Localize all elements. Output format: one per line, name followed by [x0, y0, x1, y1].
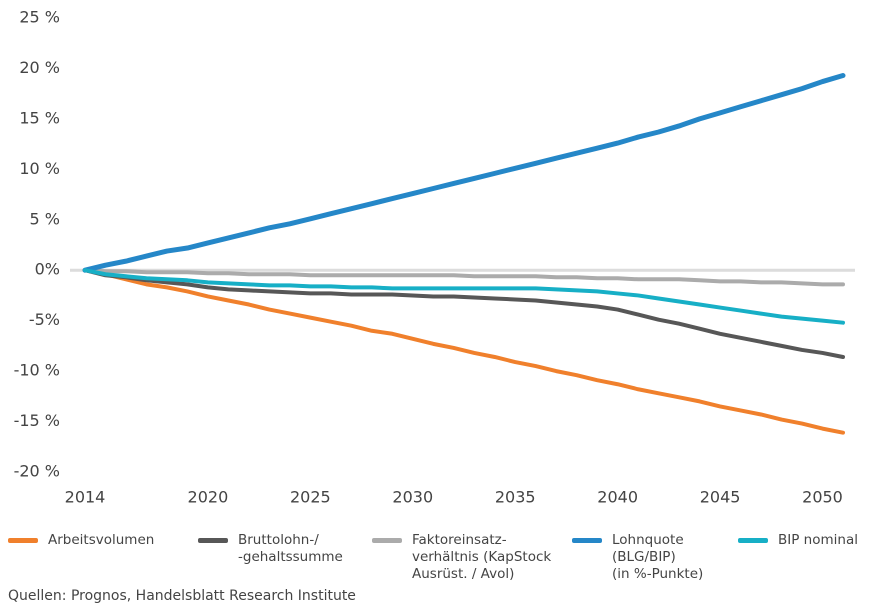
legend-label: Faktoreinsatz- verhältnis (KapStock Ausr… [412, 532, 552, 582]
legend-swatch [572, 538, 602, 543]
series-line [83, 268, 845, 287]
legend-label: BIP nominal [778, 532, 858, 548]
y-tick-label: 5 % [30, 209, 60, 228]
x-tick-label: 2035 [495, 488, 536, 507]
y-tick-label: 10 % [19, 159, 60, 178]
x-tick-label: 2030 [392, 488, 433, 507]
legend-swatch [8, 538, 38, 543]
x-tick-label: 2014 [65, 488, 106, 507]
x-tick-label: 2050 [802, 488, 843, 507]
y-tick-label: 0% [35, 260, 60, 279]
x-tick-label: 2025 [290, 488, 331, 507]
legend-label: Bruttolohn-/ -gehaltssumme [238, 532, 343, 565]
y-tick-label: 15 % [19, 108, 60, 127]
series-line [83, 268, 845, 435]
series-line [82, 73, 846, 273]
x-tick-label: 2045 [700, 488, 741, 507]
y-tick-label: -20 % [14, 462, 60, 481]
series-line [83, 268, 845, 359]
y-tick-label: -10 % [14, 361, 60, 380]
source: Quellen: Prognos, Handelsblatt Research … [8, 588, 356, 604]
x-tick-label: 2040 [597, 488, 638, 507]
legend-item: Lohnquote (BLG/BIP) (in %-Punkte) [572, 532, 703, 583]
legend-label: Lohnquote (BLG/BIP) (in %-Punkte) [612, 532, 704, 582]
y-tick-label: -5% [29, 310, 60, 329]
legend-item: Arbeitsvolumen [8, 532, 154, 549]
legend-item: Faktoreinsatz- verhältnis (KapStock Ausr… [372, 532, 551, 583]
y-tick-label: -15 % [14, 411, 60, 430]
x-tick-label: 2020 [188, 488, 229, 507]
y-tick-label: 25 % [19, 8, 60, 27]
y-tick-label: 20 % [19, 58, 60, 77]
legend-item: BIP nominal [738, 532, 858, 549]
series-line [83, 268, 845, 325]
legend-swatch [738, 538, 768, 543]
legend-label: Arbeitsvolumen [48, 532, 155, 548]
legend-swatch [198, 538, 228, 543]
legend-swatch [372, 538, 402, 543]
chart: 25 % 20 % 15 % 10 % 5 % 0% -5% -10 % -15 % -20 % 2… [14, 8, 855, 507]
legend-item: Bruttolohn-/ -gehaltssumme [198, 532, 343, 566]
